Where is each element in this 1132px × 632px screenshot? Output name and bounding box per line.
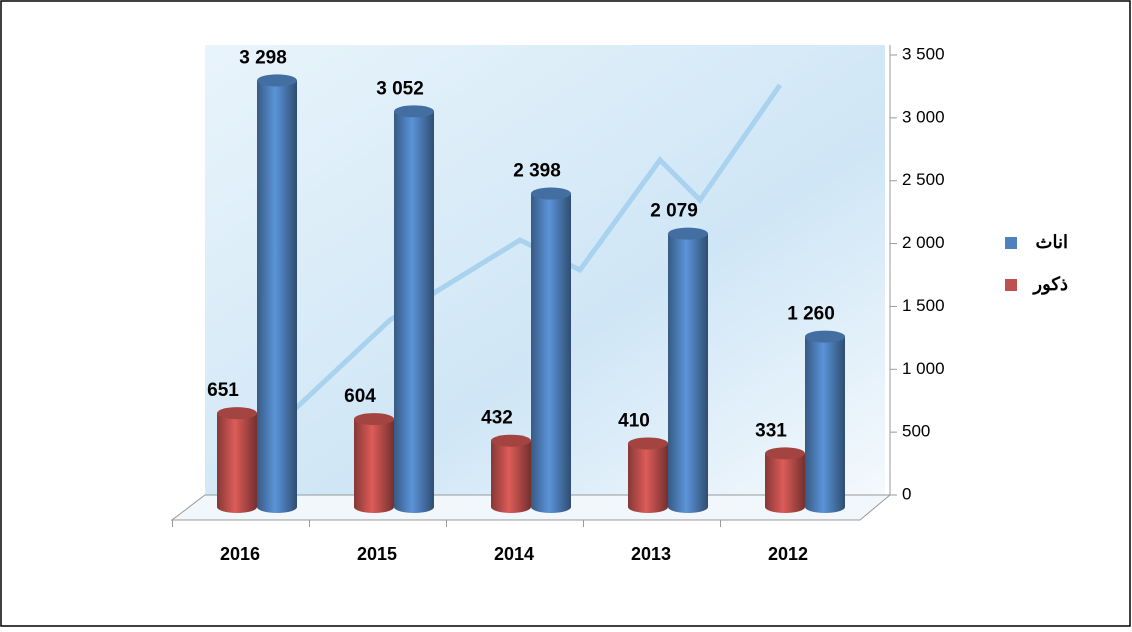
bar [354, 419, 394, 513]
y-tick-label: 0 [902, 484, 911, 503]
bar-top [668, 227, 708, 240]
x-tick-label: 2012 [768, 544, 808, 564]
bar [257, 80, 297, 513]
x-tick-label: 2014 [494, 544, 534, 564]
bar [668, 233, 708, 513]
value-label: 3 298 [239, 47, 287, 68]
x-tick-label: 2013 [631, 544, 671, 564]
bar [628, 443, 668, 513]
bar-top [257, 74, 297, 87]
y-tick-label: 3 000 [902, 107, 945, 126]
bar-top [217, 407, 257, 420]
legend-swatch [1005, 237, 1017, 249]
value-label: 2 398 [513, 161, 561, 182]
bar [765, 453, 805, 513]
y-tick-label: 2 000 [902, 233, 945, 252]
value-label: 604 [344, 386, 376, 407]
x-tick-label: 2015 [357, 544, 397, 564]
y-tick-label: 1 500 [902, 296, 945, 315]
x-tick-label: 2016 [220, 544, 260, 564]
bar [394, 111, 434, 513]
value-label: 651 [207, 380, 239, 401]
bar-top [491, 434, 531, 447]
bar [805, 336, 845, 513]
value-label: 432 [481, 408, 513, 429]
y-tick-label: 3 500 [902, 44, 945, 63]
decor-arrow [228, 83, 783, 472]
bar [491, 440, 531, 513]
bar-top [765, 447, 805, 460]
bar-top [394, 105, 434, 118]
bar [531, 193, 571, 513]
bar-top [805, 330, 845, 343]
legend-label: ذكور [1031, 274, 1068, 295]
value-label: 1 260 [787, 304, 835, 325]
y-tick-label: 2 500 [902, 170, 945, 189]
y-tick-label: 500 [902, 422, 930, 441]
legend-label: اناث [1036, 232, 1068, 252]
bar-top [354, 413, 394, 426]
bar-top [531, 187, 571, 200]
y-tick-label: 1 000 [902, 359, 945, 378]
value-label: 2 079 [650, 201, 698, 222]
legend-swatch [1005, 279, 1017, 291]
bar-top [628, 437, 668, 450]
value-label: 3 052 [376, 78, 424, 99]
value-label: 331 [755, 420, 787, 441]
bar [217, 413, 257, 513]
value-label: 410 [618, 410, 650, 431]
